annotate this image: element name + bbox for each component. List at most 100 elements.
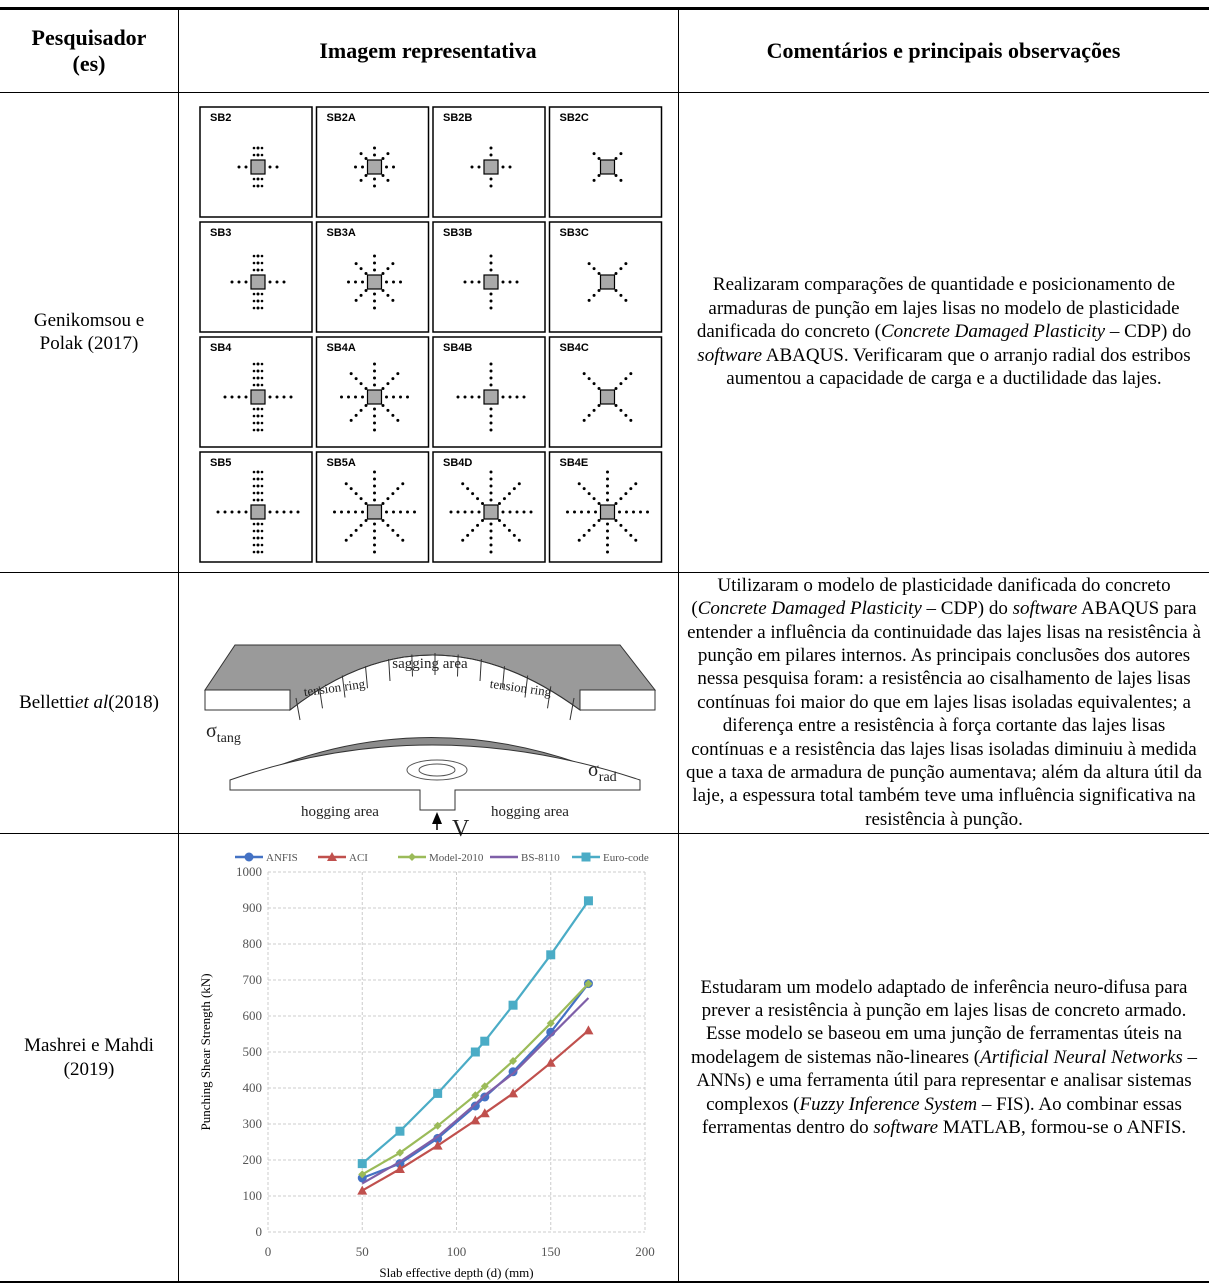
panel-label: SB2A (327, 112, 356, 124)
stud (224, 396, 227, 399)
legend-label: Euro-code (603, 852, 649, 864)
y-tick-label: 800 (243, 936, 263, 951)
stud (355, 414, 358, 417)
y-tick-label: 100 (243, 1188, 263, 1203)
stud (464, 511, 467, 514)
stud (261, 147, 264, 150)
stud (350, 534, 353, 537)
text-run: Genikomsou e Polak (2017) (18, 309, 160, 356)
stud (391, 492, 394, 495)
stud (253, 307, 256, 310)
stud (606, 551, 609, 554)
stud (261, 530, 264, 533)
text-run: software (873, 1117, 938, 1138)
stud (490, 262, 493, 265)
stud (373, 185, 376, 188)
stud (257, 370, 260, 373)
text-run: software (1013, 598, 1078, 619)
comment-text: Realizaram comparações de quantidade e p… (685, 273, 1203, 390)
y-tick-label: 1000 (236, 864, 262, 879)
point (358, 1159, 367, 1168)
text-run: Belletti (19, 691, 75, 714)
stud (347, 396, 350, 399)
stud (471, 511, 474, 514)
stud (253, 551, 256, 554)
stud (606, 530, 609, 533)
stud (360, 294, 363, 297)
stud (471, 396, 474, 399)
stud (269, 396, 272, 399)
stud (373, 262, 376, 265)
stud (624, 299, 627, 302)
header-text: Imagem representativa (319, 38, 536, 64)
x-tick-label: 150 (541, 1244, 561, 1259)
text-run: Mashrei e Mahdi (2019) (18, 1034, 160, 1081)
panel-label: SB5 (210, 457, 231, 469)
stud (257, 255, 260, 258)
stud (257, 300, 260, 303)
label: hogging area (491, 804, 569, 820)
panel-label: SB4E (560, 457, 589, 469)
stud (257, 293, 260, 296)
stud (261, 544, 264, 547)
panel-label: SB3C (560, 227, 589, 239)
subscript: rad (599, 770, 617, 785)
text-run: – CDP) do (1105, 321, 1191, 342)
point (433, 1089, 442, 1098)
stud (257, 384, 260, 387)
panel-label: SB4A (327, 342, 356, 354)
stud (373, 370, 376, 373)
stud (625, 511, 628, 514)
stud (606, 485, 609, 488)
stud (253, 408, 256, 411)
column-border (178, 8, 179, 1282)
stud (350, 372, 353, 375)
stud (509, 396, 512, 399)
stud (253, 537, 256, 540)
stud (490, 537, 493, 540)
researcher-cell: Genikomsou e Polak (2017) (0, 92, 178, 572)
stud (476, 524, 479, 527)
stud (386, 382, 389, 385)
stud (399, 281, 402, 284)
stud (624, 377, 627, 380)
stud (509, 511, 512, 514)
stud (373, 544, 376, 547)
stud (490, 530, 493, 533)
stud (355, 529, 358, 532)
stud (624, 529, 627, 532)
stud (354, 511, 357, 514)
column (484, 275, 498, 289)
stud (386, 497, 389, 500)
panel-label: SB4D (443, 457, 472, 469)
stud (261, 384, 264, 387)
header-cell: Comentários e principais observações (678, 10, 1209, 92)
stud (245, 511, 248, 514)
stud (513, 534, 516, 537)
stud (624, 414, 627, 417)
stud (490, 185, 493, 188)
stud (385, 166, 388, 169)
x-tick-label: 200 (635, 1244, 655, 1259)
stud (391, 262, 394, 265)
stud (606, 499, 609, 502)
stud (261, 537, 264, 540)
stud (257, 408, 260, 411)
x-tick-label: 100 (447, 1244, 467, 1259)
y-tick-label: 200 (243, 1152, 263, 1167)
stud (360, 497, 363, 500)
stud (253, 492, 256, 495)
stud (257, 537, 260, 540)
stud (386, 267, 389, 270)
stud (253, 544, 256, 547)
stud (593, 409, 596, 412)
researcher-cell: Mashrei e Mahdi (2019) (0, 833, 178, 1282)
stud (373, 422, 376, 425)
stud (361, 166, 364, 169)
stud (573, 511, 576, 514)
stud (276, 166, 279, 169)
stud (261, 300, 264, 303)
stud (373, 363, 376, 366)
stress-arrow (366, 666, 368, 688)
stud (399, 396, 402, 399)
